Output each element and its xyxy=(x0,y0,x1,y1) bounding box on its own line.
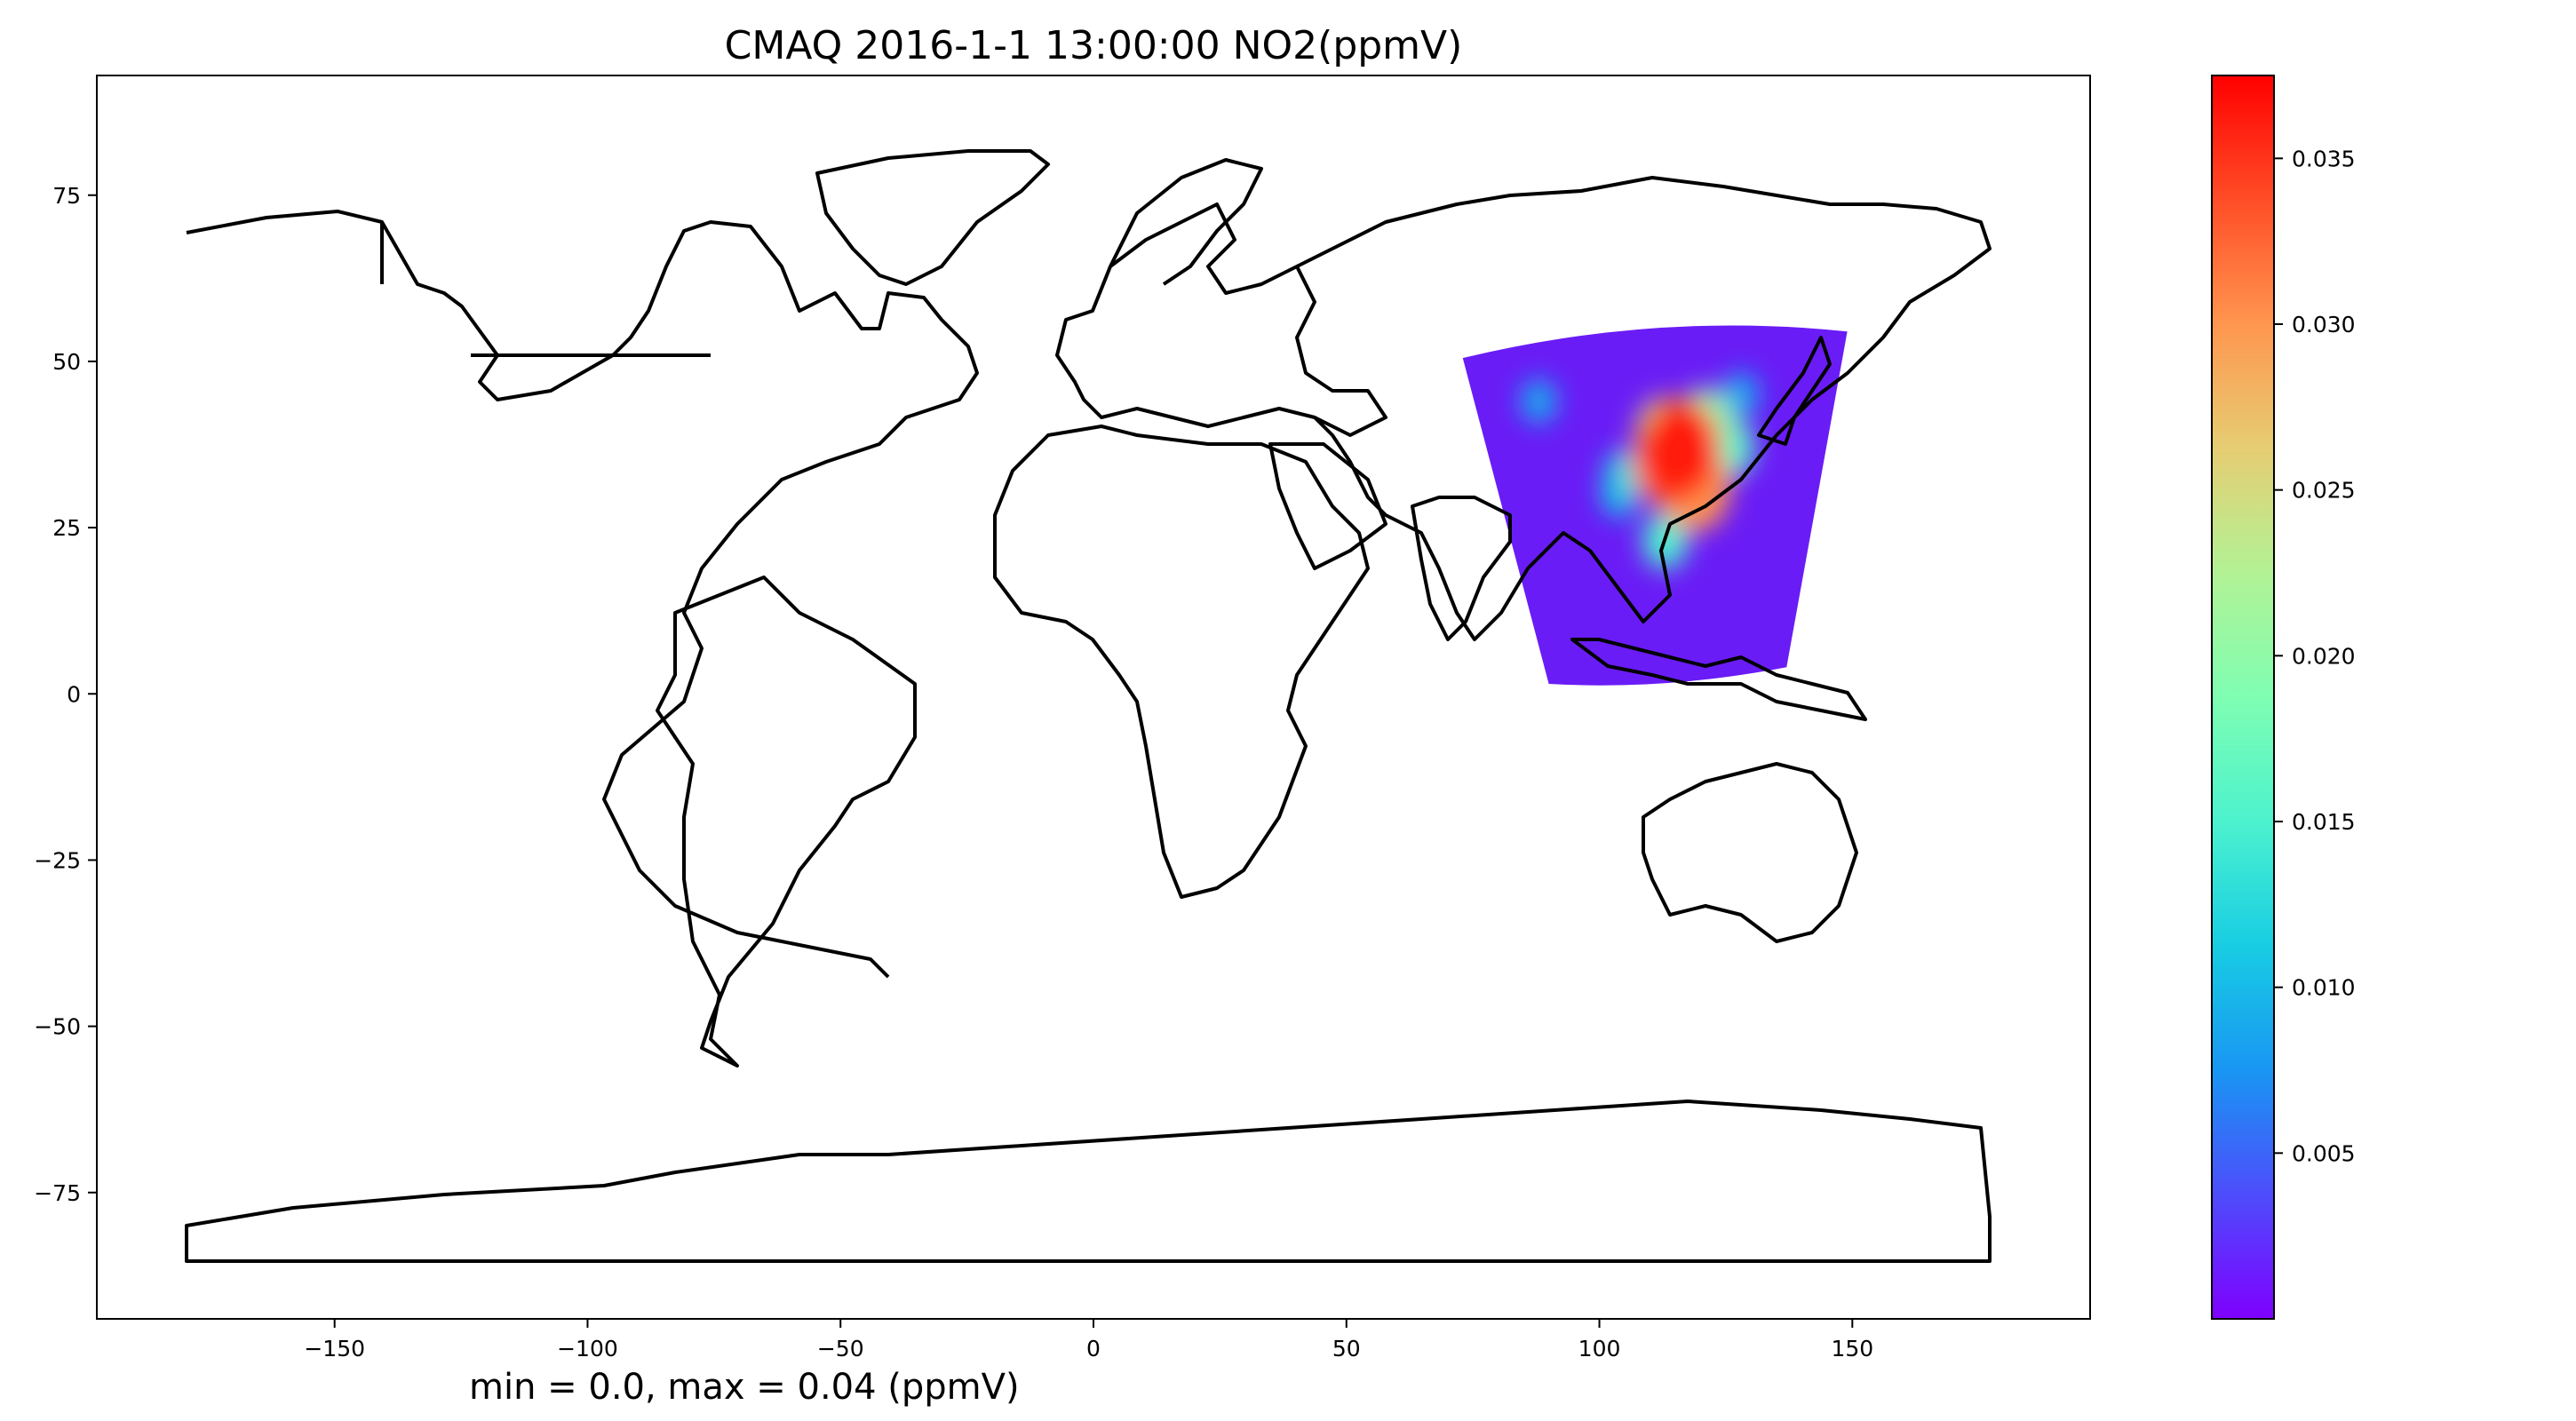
y-tick-label: 50 xyxy=(52,349,81,375)
antarctica-outline xyxy=(185,1099,1992,1263)
map-axes-frame xyxy=(96,75,2091,1320)
x-tick-label: 50 xyxy=(1332,1336,1361,1361)
y-tick-label: 25 xyxy=(52,515,81,541)
y-tick-label: −75 xyxy=(34,1180,81,1206)
japan-outline xyxy=(1757,336,1832,446)
colorbar: 0.005 0.010 0.015 0.020 0.025 0.030 0.035 xyxy=(2211,75,2356,1320)
colorbar-tick-label: 0.010 xyxy=(2292,975,2356,1001)
north-america-outline xyxy=(186,210,979,979)
europe-outline xyxy=(1055,202,1387,437)
x-tick-label: 100 xyxy=(1578,1336,1621,1361)
no2-hotspot xyxy=(1521,378,1557,425)
colorbar-tick-label: 0.025 xyxy=(2292,478,2356,504)
colorbar-ticks: 0.005 0.010 0.015 0.020 0.025 0.030 0.035 xyxy=(2274,146,2356,1166)
y-tick-label: −25 xyxy=(34,847,81,873)
x-tick-label: 150 xyxy=(1831,1336,1873,1361)
y-tick-label: −50 xyxy=(34,1014,81,1040)
x-axis-ticks: −150 −100 −50 0 50 100 150 xyxy=(304,1319,1873,1361)
y-tick-label: 75 xyxy=(52,183,81,209)
colorbar-tick-label: 0.035 xyxy=(2292,146,2356,171)
x-tick-label: −150 xyxy=(304,1336,365,1361)
scandinavia-outline xyxy=(1109,158,1263,286)
x-tick-label: 0 xyxy=(1086,1336,1101,1361)
greenland-outline xyxy=(815,149,1050,286)
no2-concentration-field xyxy=(1462,325,1848,686)
colorbar-tick-label: 0.015 xyxy=(2292,809,2356,835)
colorbar-gradient xyxy=(2211,75,2275,1320)
cmaq-domain-polygon xyxy=(1462,325,1848,686)
coastlines xyxy=(185,149,1992,1263)
asia-outline xyxy=(1296,176,1992,641)
colorbar-tick-label: 0.005 xyxy=(2292,1140,2356,1166)
africa-outline xyxy=(993,425,1370,899)
min-max-label: min = 0.0, max = 0.04 (ppmV) xyxy=(469,1367,1020,1408)
map-title: CMAQ 2016-1-1 13:00:00 NO2(ppmV) xyxy=(725,23,1463,68)
no2-hotspot xyxy=(1641,398,1721,498)
y-tick-label: 0 xyxy=(67,681,81,707)
y-axis-ticks: 75 50 25 0 −25 −50 −75 xyxy=(34,183,97,1206)
south-america-outline xyxy=(656,576,917,1068)
x-tick-label: −100 xyxy=(557,1336,618,1361)
colorbar-tick-label: 0.030 xyxy=(2292,312,2356,337)
colorbar-tick-label: 0.020 xyxy=(2292,643,2356,669)
india-outline xyxy=(1411,496,1512,641)
australia-outline xyxy=(1642,762,1858,943)
x-tick-label: −50 xyxy=(817,1336,864,1361)
arabia-outline xyxy=(1268,442,1387,570)
no2-hotspot xyxy=(1722,372,1760,417)
southeast-asia-islands-outline xyxy=(1570,638,1867,721)
